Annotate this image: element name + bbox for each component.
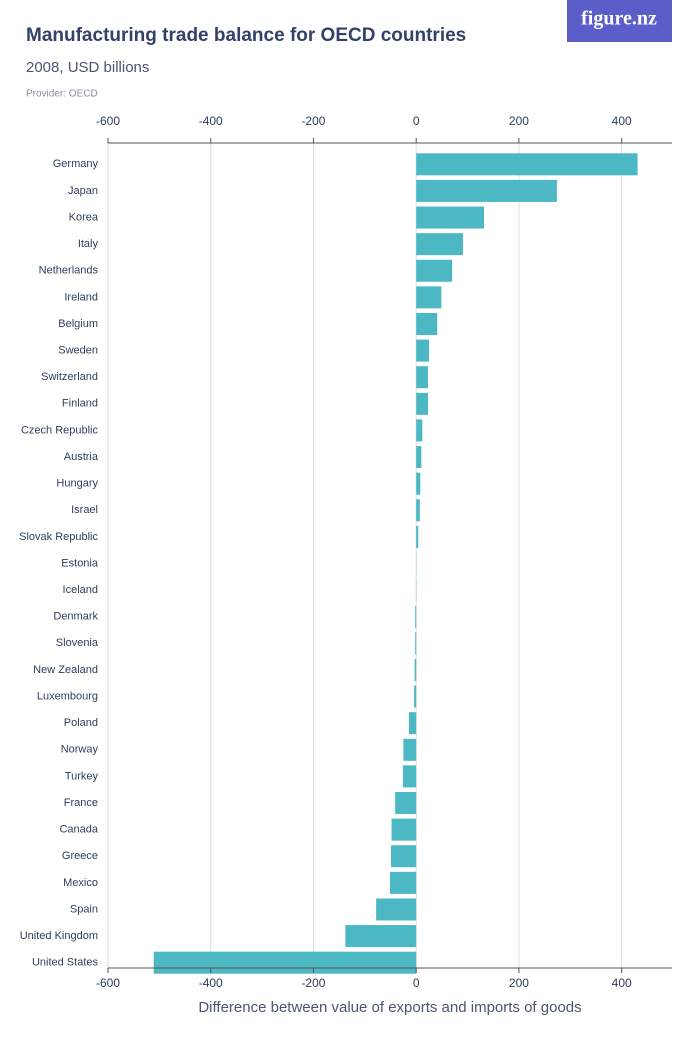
- y-tick-label: Mexico: [63, 877, 98, 889]
- y-tick-label: Netherlands: [39, 265, 99, 277]
- x-tick-label: 200: [509, 114, 529, 128]
- y-tick-label: Iceland: [63, 584, 98, 596]
- bar: [391, 818, 417, 841]
- y-tick-label: Hungary: [56, 478, 98, 490]
- y-tick-label: Greece: [62, 850, 98, 862]
- x-tick-label: 400: [612, 976, 632, 990]
- x-axis-label: Difference between value of exports and …: [198, 999, 581, 1016]
- chart-title: Manufacturing trade balance for OECD cou…: [26, 25, 466, 46]
- bar: [416, 366, 429, 389]
- bar: [415, 632, 417, 655]
- y-tick-label: Israel: [71, 504, 98, 516]
- bar: [153, 951, 417, 974]
- y-tick-label: Poland: [64, 717, 98, 729]
- x-tick-label: -600: [96, 114, 120, 128]
- bar: [403, 738, 417, 761]
- bar: [345, 925, 417, 948]
- y-tick-label: New Zealand: [33, 664, 98, 676]
- y-tick-label: Norway: [61, 744, 99, 756]
- logo-box: [567, 0, 672, 42]
- y-tick-label: Ireland: [64, 291, 98, 303]
- bar: [416, 419, 423, 442]
- bar: [414, 685, 417, 708]
- source: Provider: OECD: [26, 89, 98, 100]
- y-tick-label: United States: [32, 957, 99, 969]
- y-tick-label: Finland: [62, 398, 98, 410]
- y-tick-label: Spain: [70, 903, 98, 915]
- y-tick-label: Austria: [64, 451, 99, 463]
- y-tick-label: Estonia: [61, 557, 99, 569]
- bar: [416, 312, 438, 335]
- bar: [415, 605, 417, 628]
- bar: [416, 153, 638, 176]
- bar: [416, 392, 429, 415]
- y-tick-label: Japan: [68, 185, 98, 197]
- bar: [391, 845, 417, 868]
- y-tick-label: Canada: [59, 824, 98, 836]
- bar: [376, 898, 417, 921]
- bar: [416, 206, 484, 229]
- y-tick-label: Italy: [78, 238, 99, 250]
- bar: [416, 446, 422, 469]
- y-tick-label: Denmark: [53, 611, 98, 623]
- bar: [416, 525, 419, 548]
- y-tick-label: France: [64, 797, 98, 809]
- y-tick-label: Slovenia: [56, 637, 99, 649]
- y-tick-label: Luxembourg: [37, 690, 98, 702]
- y-tick-label: Korea: [69, 211, 99, 223]
- bar: [416, 286, 442, 309]
- bar: [390, 871, 417, 894]
- x-tick-label: -400: [199, 976, 223, 990]
- y-tick-label: Czech Republic: [21, 424, 99, 436]
- y-tick-label: Turkey: [65, 770, 99, 782]
- bar: [416, 259, 453, 282]
- chart-subtitle: 2008, USD billions: [26, 59, 149, 76]
- bar: [416, 233, 463, 256]
- y-tick-label: Sweden: [58, 345, 98, 357]
- x-tick-label: 0: [413, 114, 420, 128]
- y-tick-label: Switzerland: [41, 371, 98, 383]
- bar: [402, 765, 417, 788]
- bar: [409, 712, 417, 735]
- logo[interactable]: figure.nz: [581, 8, 657, 30]
- x-tick-label: -200: [301, 114, 325, 128]
- x-tick-label: -600: [96, 976, 120, 990]
- bar: [416, 179, 557, 202]
- x-tick-label: -200: [301, 976, 325, 990]
- bar: [416, 339, 430, 362]
- bar: [416, 499, 420, 522]
- y-tick-label: Germany: [53, 158, 99, 170]
- y-tick-label: United Kingdom: [20, 930, 98, 942]
- bar: [395, 792, 417, 815]
- x-tick-label: 0: [413, 976, 420, 990]
- x-tick-label: 200: [509, 976, 529, 990]
- y-tick-label: Slovak Republic: [19, 531, 98, 543]
- x-tick-label: 400: [612, 114, 632, 128]
- bar: [414, 658, 417, 681]
- y-tick-label: Belgium: [58, 318, 98, 330]
- bar: [416, 472, 421, 495]
- x-tick-label: -400: [199, 114, 223, 128]
